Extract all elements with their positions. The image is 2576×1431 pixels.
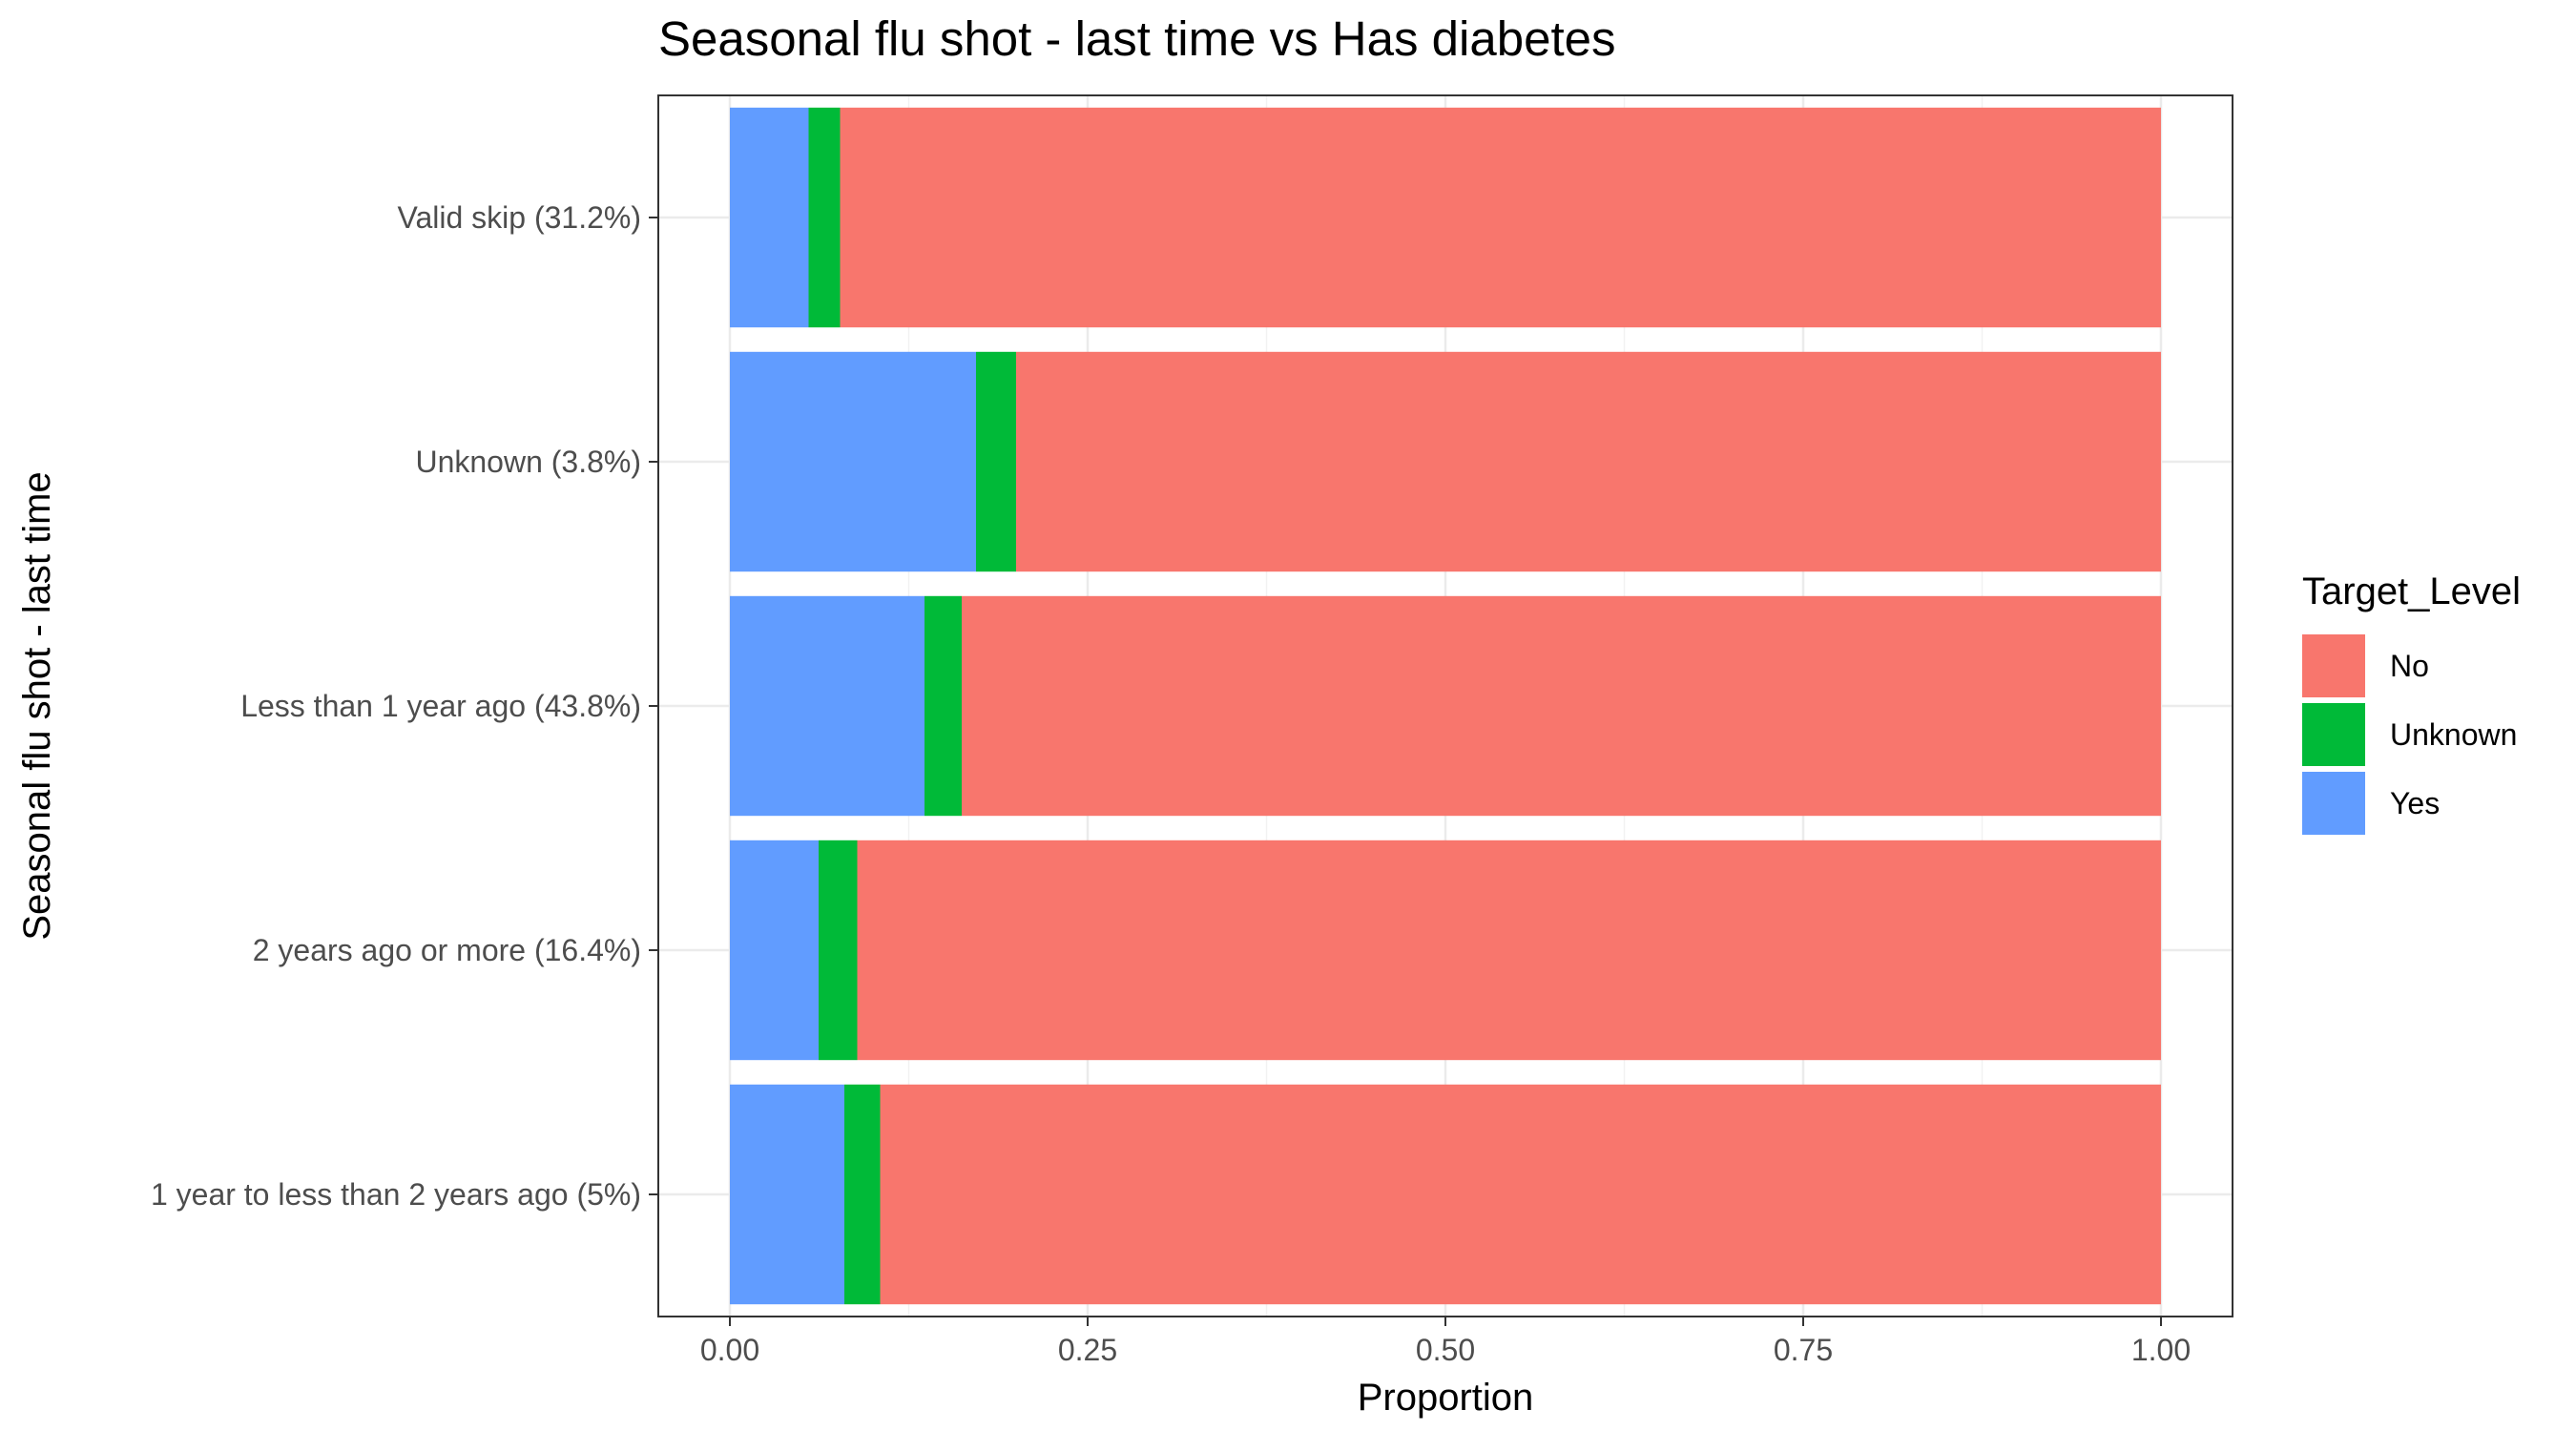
y-tick-label: Less than 1 year ago (43.8%) <box>240 689 641 723</box>
bar-unknown <box>844 1084 881 1305</box>
y-tick-label: 2 years ago or more (16.4%) <box>253 933 641 967</box>
legend-label-no: No <box>2390 649 2429 683</box>
x-axis-title: Proportion <box>1358 1377 1534 1419</box>
x-tick-label: 0.50 <box>1416 1333 1475 1367</box>
x-tick-label: 0.25 <box>1058 1333 1117 1367</box>
bar-yes <box>730 351 976 572</box>
bar-no <box>857 840 2161 1061</box>
legend: Target_Level No Unknown Yes <box>2302 570 2521 835</box>
legend-key-no <box>2302 634 2365 697</box>
bar-no <box>1016 351 2161 572</box>
legend-label-yes: Yes <box>2390 786 2440 820</box>
y-tick-label: Valid skip (31.2%) <box>397 200 641 235</box>
y-tick-label: 1 year to less than 2 years ago (5%) <box>151 1177 641 1212</box>
bar-yes <box>730 107 809 328</box>
x-axis: 0.00 0.25 0.50 0.75 1.00 <box>700 1317 2191 1367</box>
bar-no <box>840 107 2161 328</box>
bar-yes <box>730 1084 844 1305</box>
x-tick-label: 0.75 <box>1774 1333 1833 1367</box>
bar-yes <box>730 840 819 1061</box>
y-axis-title: Seasonal flu shot - last time <box>16 471 58 940</box>
bars <box>730 107 2161 1305</box>
y-tick-label: Unknown (3.8%) <box>415 445 641 479</box>
legend-label-unknown: Unknown <box>2390 717 2517 752</box>
bar-unknown <box>808 107 841 328</box>
legend-key-yes <box>2302 772 2365 835</box>
bar-yes <box>730 595 924 817</box>
x-tick-label: 1.00 <box>2131 1333 2191 1367</box>
legend-title: Target_Level <box>2302 570 2521 612</box>
bar-unknown <box>924 595 962 817</box>
chart-title: Seasonal flu shot - last time vs Has dia… <box>658 11 1616 66</box>
y-axis: Valid skip (31.2%) Unknown (3.8%) Less tha… <box>151 200 658 1212</box>
legend-key-unknown <box>2302 703 2365 766</box>
bar-no <box>880 1084 2161 1305</box>
bar-unknown <box>819 840 858 1061</box>
x-tick-label: 0.00 <box>700 1333 759 1367</box>
bar-no <box>962 595 2161 817</box>
bar-unknown <box>976 351 1016 572</box>
